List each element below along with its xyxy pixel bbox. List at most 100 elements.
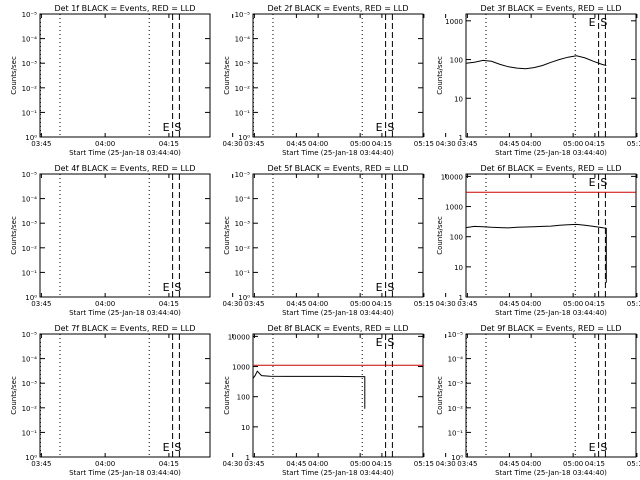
marker-s: S (387, 336, 394, 349)
y-tick-label: 1000 (445, 204, 463, 212)
x-tick-label: 03:45 (31, 300, 51, 308)
y-tick-label: 10 (241, 424, 250, 432)
y-tick-label: 10⁻³ (235, 60, 251, 68)
x-axis-label: Start Time (25-Jan-18 03:44:40) (282, 309, 394, 317)
x-tick-label: 04:00 (308, 300, 328, 308)
plot-title: Det 5f BLACK = Events, RED = LLD (267, 164, 408, 173)
x-axis-label: Start Time (25-Jan-18 03:44:40) (69, 309, 181, 317)
y-tick-label: 10⁻² (235, 245, 251, 253)
plot-frame (465, 333, 637, 458)
marker-s: S (174, 441, 181, 454)
x-tick-label: 04:15 (585, 140, 605, 148)
y-tick-label: 10⁻⁴ (22, 196, 38, 204)
y-axis-label: Counts/sec (10, 216, 18, 255)
x-tick-label: 04:45 (286, 140, 306, 148)
x-tick-label: 05:15 (627, 300, 640, 308)
x-tick-label: 05:00 (350, 140, 370, 148)
x-tick-label: 05:00 (563, 460, 583, 468)
x-tick-label: 04:00 (521, 140, 541, 148)
x-tick-label: 05:00 (563, 300, 583, 308)
y-tick-label: 1 (459, 294, 463, 302)
y-tick-label: 10000 (228, 333, 250, 341)
marker-e: E (163, 121, 170, 134)
y-tick-label: 10⁻⁴ (22, 36, 38, 44)
y-tick-label: 10⁻⁵ (22, 331, 38, 339)
y-tick-label: 1 (459, 134, 463, 142)
marker-e: E (376, 336, 383, 349)
y-tick-label: 10000 (441, 173, 463, 181)
plot-title: Det 2f BLACK = Events, RED = LLD (267, 4, 408, 13)
plot-frame (39, 173, 211, 298)
y-tick-label: 10⁻⁴ (448, 356, 464, 364)
y-axis-label: Counts/sec (436, 376, 444, 415)
x-axis-label: Start Time (25-Jan-18 03:44:40) (495, 309, 607, 317)
x-tick-label: 05:15 (627, 140, 640, 148)
x-tick-label: 04:30 (223, 460, 243, 468)
y-tick-label: 10⁰ (238, 134, 250, 142)
x-tick-label: 05:15 (414, 300, 434, 308)
y-tick-label: 10⁻¹ (22, 109, 38, 117)
x-tick-label: 04:45 (286, 460, 306, 468)
y-tick-label: 10⁻¹ (22, 429, 38, 437)
y-tick-label: 10⁻² (448, 405, 464, 413)
x-tick-label: 04:00 (308, 140, 328, 148)
events-series-line (252, 370, 366, 409)
marker-e: E (589, 441, 596, 454)
events-series-line (465, 55, 607, 70)
y-tick-label: 10⁻³ (235, 220, 251, 228)
y-tick-label: 10⁰ (25, 134, 37, 142)
y-tick-label: 10⁻⁴ (235, 196, 251, 204)
x-tick-label: 04:00 (95, 300, 115, 308)
x-tick-label: 04:15 (372, 460, 392, 468)
y-tick-label: 10 (454, 264, 463, 272)
marker-s: S (174, 121, 181, 134)
x-tick-label: 04:15 (372, 140, 392, 148)
x-tick-label: 04:45 (286, 300, 306, 308)
x-tick-label: 04:15 (159, 460, 179, 468)
x-tick-label: 04:30 (223, 300, 243, 308)
y-tick-label: 1000 (445, 18, 463, 26)
y-tick-label: 10⁻⁵ (235, 171, 251, 179)
x-axis-label: Start Time (25-Jan-18 03:44:40) (495, 469, 607, 477)
y-axis-label: Counts/sec (10, 56, 18, 95)
x-axis-label: Start Time (25-Jan-18 03:44:40) (69, 469, 181, 477)
y-tick-label: 1 (246, 454, 250, 462)
x-tick-label: 03:45 (31, 140, 51, 148)
marker-s: S (600, 16, 607, 29)
plot-frame (252, 13, 424, 138)
y-tick-label: 10⁻⁵ (448, 331, 464, 339)
y-tick-label: 10⁻² (235, 85, 251, 93)
y-tick-label: 100 (450, 57, 463, 65)
plot-title: Det 3f BLACK = Events, RED = LLD (480, 4, 621, 13)
marker-e: E (376, 281, 383, 294)
x-tick-label: 04:00 (95, 140, 115, 148)
x-tick-label: 05:00 (350, 300, 370, 308)
x-tick-label: 04:45 (499, 460, 519, 468)
x-tick-label: 04:30 (223, 140, 243, 148)
y-tick-label: 1000 (232, 364, 250, 372)
y-axis-label: Counts/sec (436, 56, 444, 95)
x-tick-label: 05:00 (350, 460, 370, 468)
marker-e: E (163, 441, 170, 454)
x-axis-label: Start Time (25-Jan-18 03:44:40) (282, 149, 394, 157)
y-axis-label: Counts/sec (223, 216, 231, 255)
y-axis-label: Counts/sec (223, 56, 231, 95)
marker-s: S (600, 176, 607, 189)
y-tick-label: 100 (237, 394, 250, 402)
x-tick-label: 04:30 (436, 300, 456, 308)
x-tick-label: 05:15 (414, 460, 434, 468)
y-axis-label: Counts/sec (10, 376, 18, 415)
y-tick-label: 10⁻⁵ (22, 171, 38, 179)
x-tick-label: 04:15 (159, 300, 179, 308)
y-axis-label: Counts/sec (436, 216, 444, 255)
x-tick-label: 04:00 (308, 460, 328, 468)
y-tick-label: 10⁻¹ (448, 429, 464, 437)
